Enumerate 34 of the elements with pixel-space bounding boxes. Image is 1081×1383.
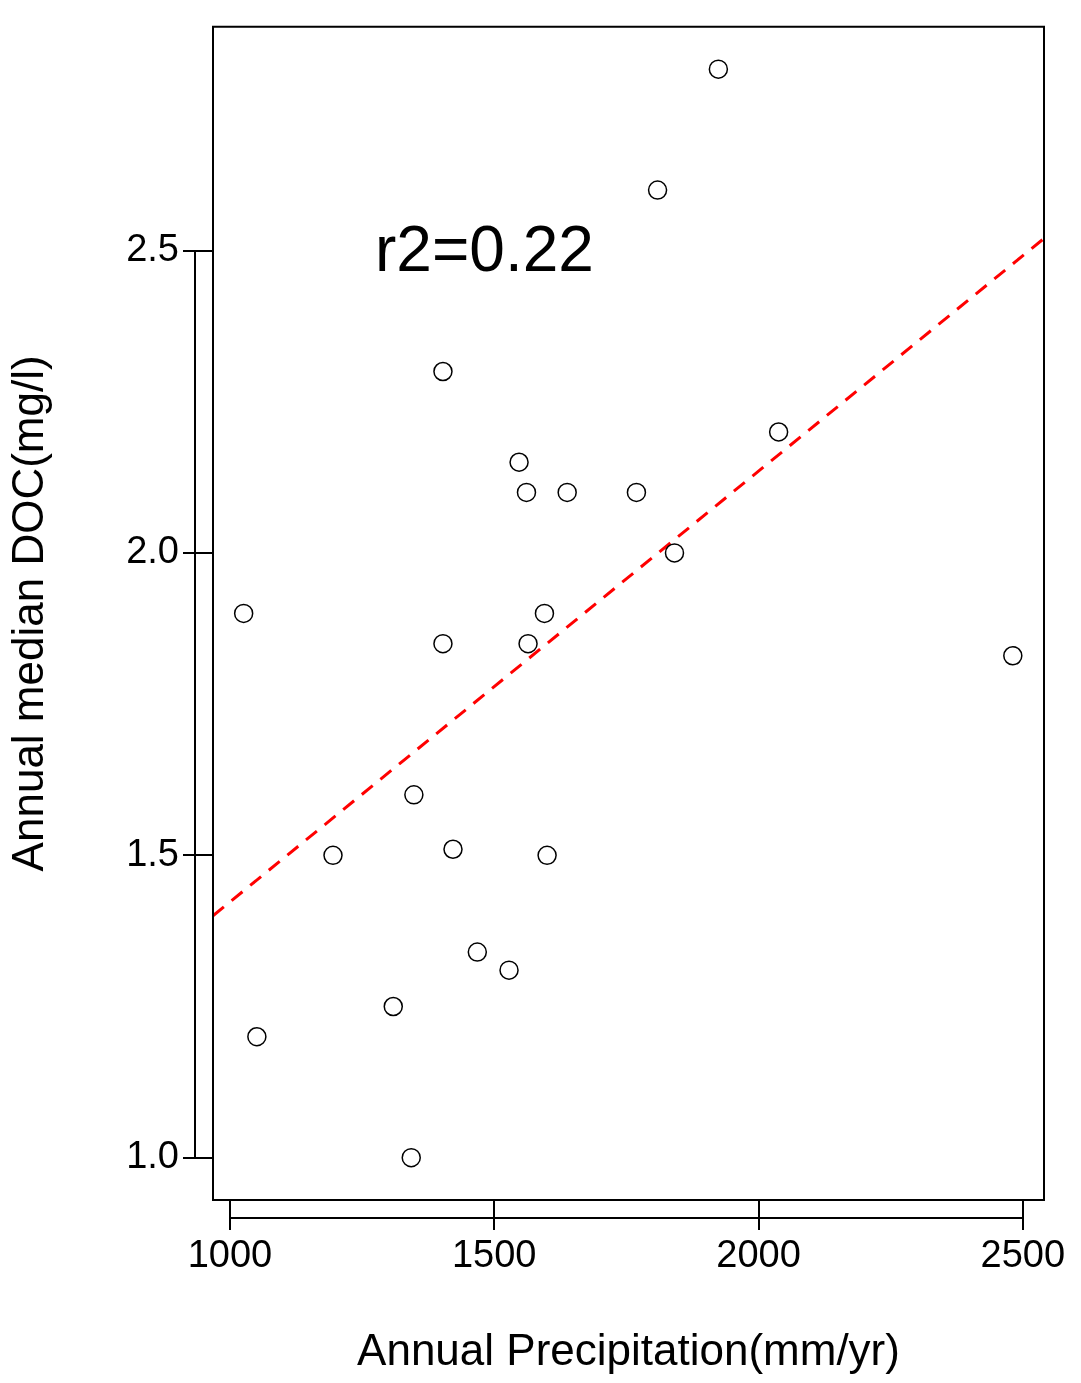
point xyxy=(509,452,529,472)
x-tick-label: 1000 xyxy=(187,1233,273,1276)
point xyxy=(433,633,453,654)
point xyxy=(433,361,453,382)
y-tick-label: 1.0 xyxy=(126,1134,179,1177)
point xyxy=(383,996,404,1017)
point xyxy=(233,603,254,624)
point xyxy=(401,1147,421,1168)
point xyxy=(516,482,537,503)
point xyxy=(534,603,555,624)
y-tick-label: 2.0 xyxy=(126,529,179,572)
point xyxy=(323,845,343,866)
point xyxy=(664,543,685,563)
point xyxy=(708,59,729,79)
point xyxy=(626,482,647,503)
point xyxy=(467,942,488,962)
point xyxy=(518,633,538,654)
point xyxy=(647,180,668,200)
point xyxy=(404,785,424,805)
y-tick-label: 2.5 xyxy=(126,227,179,270)
point xyxy=(443,839,463,859)
x-tick-label: 2000 xyxy=(716,1233,801,1276)
point xyxy=(537,845,557,866)
x-axis-title: Annual Precipitation(mm/yr) xyxy=(357,1324,900,1374)
point xyxy=(557,482,577,503)
x-tick-label: 2500 xyxy=(980,1233,1066,1276)
point xyxy=(1003,645,1023,666)
point xyxy=(499,960,519,980)
point xyxy=(247,1026,267,1047)
annotation: r2=0.22 xyxy=(375,212,594,285)
x-tick-label: 1500 xyxy=(451,1233,537,1276)
y-tick-label: 1.5 xyxy=(126,831,179,874)
y-axis-title: Annual median DOC(mg/l) xyxy=(2,355,52,872)
point xyxy=(768,422,789,442)
